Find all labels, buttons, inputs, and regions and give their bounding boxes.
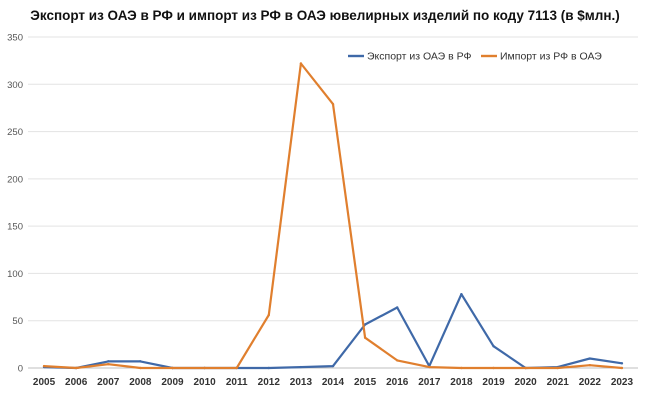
data-point <box>139 360 142 363</box>
y-tick-label: 200 <box>7 174 23 185</box>
legend-label: Экспорт из ОАЭ в РФ <box>367 51 472 63</box>
x-tick-label: 2006 <box>65 377 88 388</box>
x-tick-label: 2005 <box>33 377 56 388</box>
legend: Экспорт из ОАЭ в РФ Импорт из РФ в ОАЭ <box>348 51 602 63</box>
series-line-2 <box>42 62 624 370</box>
y-tick-label: 150 <box>7 222 23 233</box>
data-point <box>524 366 527 370</box>
data-point <box>171 366 174 370</box>
x-tick-label: 2012 <box>258 377 281 388</box>
data-point <box>299 62 303 65</box>
x-tick-label: 2016 <box>386 377 409 388</box>
x-tick-label: 2009 <box>161 377 184 388</box>
x-tick-label: 2020 <box>515 377 538 388</box>
data-point <box>588 357 592 360</box>
x-tick-label: 2013 <box>290 377 313 388</box>
data-point <box>428 365 431 369</box>
data-point <box>363 323 367 326</box>
legend-label: Импорт из РФ в ОАЭ <box>500 51 602 63</box>
x-axis: 2005 2006 2007 2008 2009 2010 2011 2012 2013 2014… <box>33 377 634 388</box>
data-point <box>107 360 110 363</box>
x-tick-label: 2007 <box>97 377 120 388</box>
data-point <box>42 364 46 368</box>
data-point <box>267 313 270 317</box>
y-tick-label: 0 <box>18 364 23 375</box>
y-tick-label: 50 <box>12 316 23 327</box>
series-lines <box>42 62 624 370</box>
data-point <box>331 102 335 106</box>
y-axis: 0 50 100 150 200 250 300 350 <box>7 33 23 375</box>
x-tick-label: 2011 <box>226 377 248 388</box>
data-point <box>74 366 78 370</box>
x-tick-label: 2017 <box>418 377 441 388</box>
x-tick-label: 2014 <box>322 377 345 388</box>
data-point <box>363 336 367 339</box>
x-tick-label: 2018 <box>450 377 473 388</box>
x-tick-label: 2010 <box>193 377 216 388</box>
data-point <box>460 293 463 296</box>
x-tick-label: 2019 <box>482 377 505 388</box>
series-line-1 <box>42 293 624 370</box>
data-point <box>107 363 110 366</box>
x-tick-label: 2015 <box>354 377 377 388</box>
data-point <box>331 364 335 368</box>
x-tick-label: 2021 <box>547 377 570 388</box>
data-point <box>396 359 399 362</box>
y-tick-label: 250 <box>7 127 23 138</box>
data-point <box>396 306 399 309</box>
chart-title: Экспорт из ОАЭ в РФ и импорт из РФ в ОАЭ… <box>30 8 620 23</box>
data-point <box>460 366 463 370</box>
legend-item-2: Импорт из РФ в ОАЭ <box>481 51 602 63</box>
data-point <box>588 363 592 367</box>
data-point <box>620 366 624 370</box>
y-tick-label: 350 <box>7 33 23 44</box>
x-tick-label: 2008 <box>129 377 152 388</box>
data-point <box>203 366 206 370</box>
data-point <box>492 345 495 348</box>
y-tick-label: 300 <box>7 80 23 91</box>
legend-item-1: Экспорт из ОАЭ в РФ <box>348 51 472 63</box>
data-point <box>492 366 495 370</box>
x-tick-label: 2023 <box>611 377 634 388</box>
x-tick-label: 2022 <box>579 377 602 388</box>
data-point <box>620 362 624 365</box>
data-point <box>235 366 238 370</box>
data-point <box>267 366 270 370</box>
y-tick-label: 100 <box>7 269 23 280</box>
data-point <box>139 366 142 370</box>
data-point <box>556 366 559 370</box>
gridlines <box>28 36 638 369</box>
data-point <box>299 365 303 369</box>
